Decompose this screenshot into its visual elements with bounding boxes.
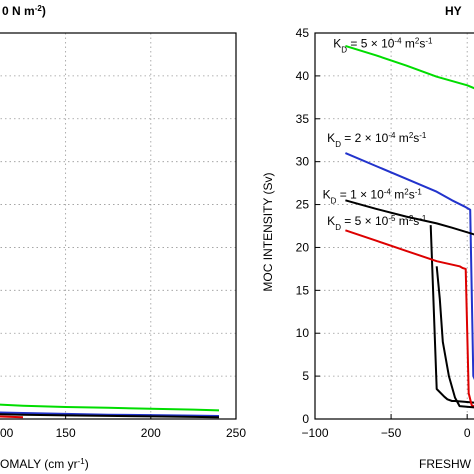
right-series-line-4 xyxy=(345,229,474,408)
left-series-line-0 xyxy=(0,403,220,412)
right-xtick-label-0: −100 xyxy=(301,426,328,440)
left-xtick-label-0: 00 xyxy=(0,426,14,440)
right-xtick-label-2: 0 xyxy=(464,426,471,440)
kd-label-2: KD = 1 × 10-4 m2s-1 xyxy=(323,187,423,205)
left-panel: 00 150 200 250 0 N m-2) OMALY (cm yr-1) xyxy=(0,4,246,472)
right-series xyxy=(345,44,474,409)
kd-label-1: KD = 2 × 10-4 m2s-1 xyxy=(327,130,427,148)
right-plot-frame xyxy=(314,32,474,420)
left-series-line-3 xyxy=(0,415,24,419)
left-xtick-label-1: 150 xyxy=(56,426,76,440)
right-x-axis-label: FRESHW xyxy=(419,457,472,471)
right-series-line-0 xyxy=(345,44,474,90)
right-ytick-label-2: 10 xyxy=(296,326,310,340)
right-y-axis-label: MOC INTENSITY (Sv) xyxy=(261,172,275,291)
right-ytick-label-3: 15 xyxy=(296,283,310,297)
right-ytick-label-4: 20 xyxy=(296,240,310,254)
right-series-line-2 xyxy=(345,199,474,236)
right-ytick-label-6: 30 xyxy=(296,155,310,169)
left-series-line-1 xyxy=(0,411,220,417)
left-series xyxy=(0,403,220,419)
right-ytick-label-1: 5 xyxy=(302,369,309,383)
left-title: 0 N m-2) xyxy=(2,4,46,19)
right-ytick-label-9: 45 xyxy=(296,26,310,40)
right-ytick-label-0: 0 xyxy=(302,412,309,426)
left-xtick-label-3: 250 xyxy=(226,426,246,440)
right-ytick-label-5: 25 xyxy=(296,198,310,212)
right-ytick-label-7: 35 xyxy=(296,112,310,126)
right-annotations: KD = 5 × 10-4 m2s-1 KD = 2 × 10-4 m2s-1 KD… xyxy=(323,36,433,232)
left-series-line-2 xyxy=(0,413,220,419)
right-ytick-label-8: 40 xyxy=(296,69,310,83)
left-x-axis-label: OMALY (cm yr-1) xyxy=(0,457,89,472)
right-xtick-label-1: −50 xyxy=(381,426,402,440)
right-title: HY xyxy=(445,4,462,18)
left-x-ticks: 00 150 200 250 xyxy=(0,414,246,440)
right-series-line-5 xyxy=(435,266,474,409)
right-series-line-1 xyxy=(345,152,474,380)
left-grid xyxy=(0,32,236,420)
left-plot-frame xyxy=(0,32,237,420)
left-xtick-label-2: 200 xyxy=(141,426,161,440)
kd-label-0: KD = 5 × 10-4 m2s-1 xyxy=(333,36,433,54)
right-grid xyxy=(315,32,474,420)
kd-label-3: KD = 5 × 10-5 m2s-1 xyxy=(327,214,427,232)
